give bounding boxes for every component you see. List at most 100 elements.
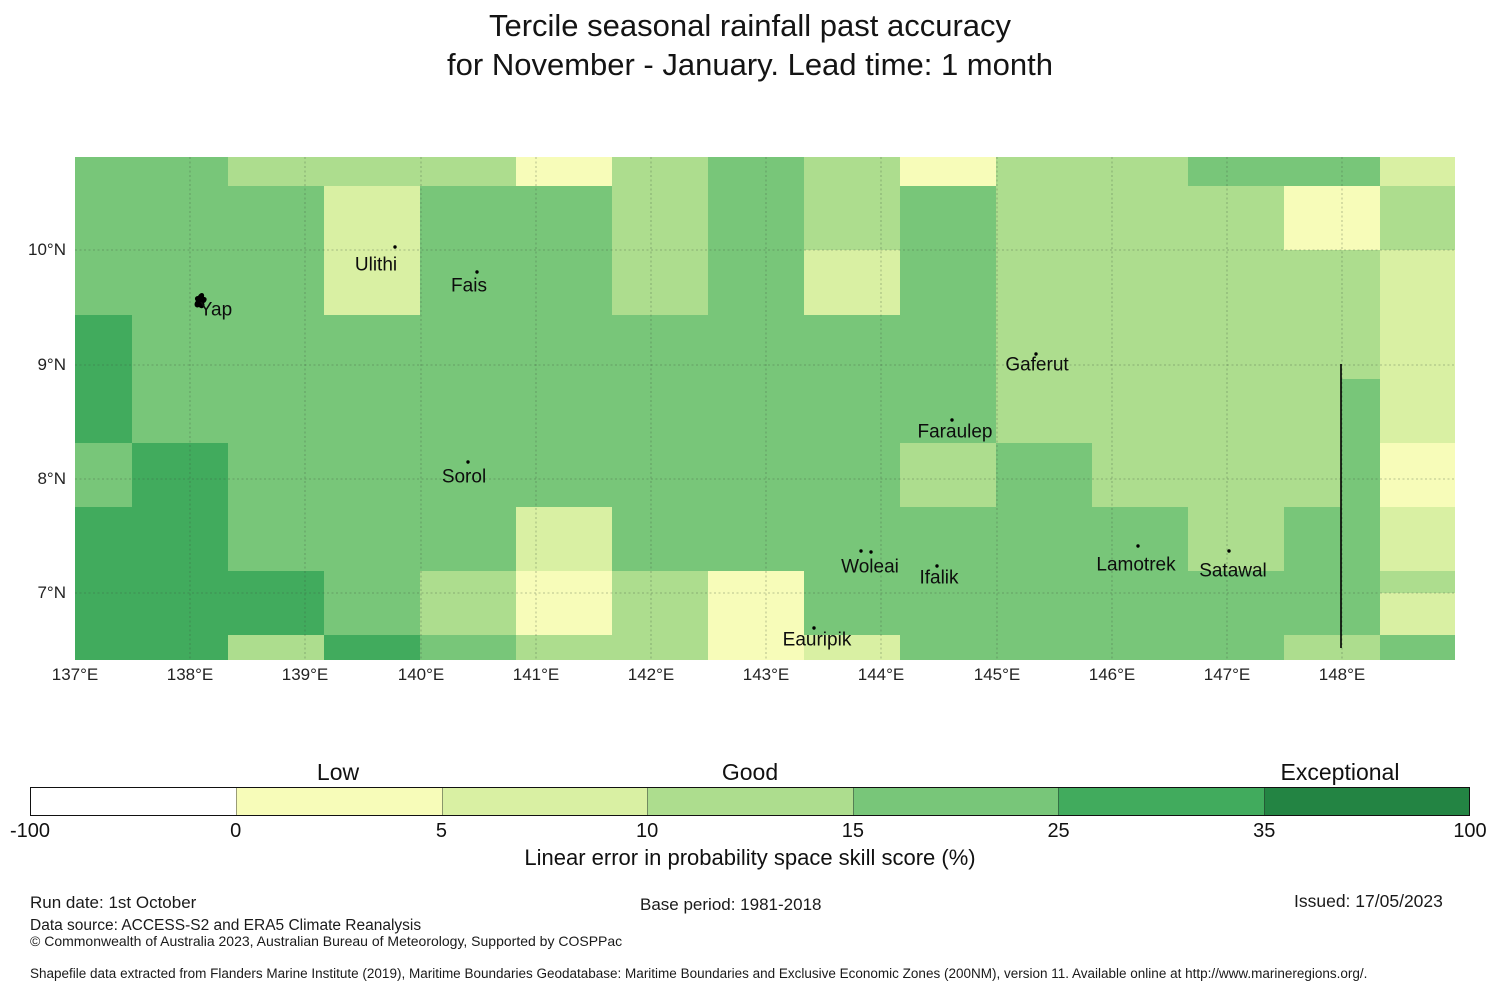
- island-label: Woleai: [841, 557, 899, 578]
- map-cell: [900, 443, 996, 507]
- map-cell: [516, 635, 612, 660]
- map-cell: [804, 315, 900, 379]
- colorbar-category-label: Low: [316, 759, 360, 785]
- colorbar-segment: [236, 788, 442, 815]
- map-cell: [1188, 186, 1284, 250]
- map-cell: [1284, 571, 1380, 635]
- map-cell: [228, 571, 324, 635]
- map-cell: [900, 186, 996, 250]
- map-cell: [612, 635, 708, 660]
- map-cell: [75, 571, 132, 635]
- map-cell: [75, 379, 132, 443]
- run-date-text: Run date: 1st October: [30, 893, 197, 912]
- map-cell: [900, 379, 996, 443]
- map-cell: [804, 157, 900, 186]
- map-cell: [804, 571, 900, 635]
- map-cell: [324, 379, 420, 443]
- map-cell: [516, 157, 612, 186]
- map-cell: [708, 315, 804, 379]
- map-cell: [420, 315, 516, 379]
- map-cell: [996, 443, 1092, 507]
- island-dot: [466, 460, 470, 464]
- map-cell: [1188, 379, 1284, 443]
- map-cell: [420, 250, 516, 315]
- map-cell: [1092, 507, 1188, 571]
- map-cell: [900, 157, 996, 186]
- map-cell: [996, 186, 1092, 250]
- map-cell: [708, 186, 804, 250]
- colorbar-category-label: Good: [721, 759, 779, 785]
- map-cell: [420, 507, 516, 571]
- island-label: Faraulep: [918, 422, 993, 443]
- map-cell: [708, 379, 804, 443]
- island-label: Lamotrek: [1096, 555, 1176, 576]
- island-dot: [1136, 544, 1140, 548]
- map-cell: [1284, 250, 1380, 315]
- map-cell: [420, 443, 516, 507]
- map-cell: [324, 443, 420, 507]
- colorbar-segment: [647, 788, 853, 815]
- map-cell: [75, 315, 132, 379]
- island-label: Eauripik: [783, 630, 852, 651]
- map-cell: [516, 379, 612, 443]
- shapefile-attribution-text: Shapefile data extracted from Flanders M…: [30, 966, 1368, 981]
- map-cell: [708, 443, 804, 507]
- map-cell: [75, 157, 132, 186]
- map-cell: [900, 571, 996, 635]
- island-label: Fais: [451, 276, 487, 297]
- map-cell: [612, 507, 708, 571]
- map-cell: [516, 571, 612, 635]
- colorbar-segment: [1058, 788, 1264, 815]
- map-cell: [324, 315, 420, 379]
- map-cell: [612, 186, 708, 250]
- map-cell: [324, 571, 420, 635]
- data-source-text: Data source: ACCESS-S2 and ERA5 Climate …: [30, 917, 422, 934]
- x-tick-label: 148°E: [1318, 665, 1366, 684]
- colorbar-segment: [1263, 788, 1469, 815]
- x-tick-label: 137°E: [51, 665, 99, 684]
- map-cell: [612, 379, 708, 443]
- map-cell: [804, 443, 900, 507]
- map-cell: [804, 379, 900, 443]
- map-cell: [75, 635, 132, 660]
- map-cell: [228, 443, 324, 507]
- map-cell: [228, 507, 324, 571]
- map-cell: [1284, 186, 1380, 250]
- island-dot: [475, 270, 479, 274]
- map-cell: [132, 250, 228, 315]
- map-cell: [708, 635, 804, 660]
- x-tick-label: 138°E: [166, 665, 214, 684]
- colorbar-tick-label: 0: [230, 820, 242, 842]
- skill-heatmap: Yap Ulithi Fais Sorol Gaferut Faraulep Woleai I…: [75, 157, 1455, 660]
- island-dot: [393, 245, 397, 249]
- map-cell: [1380, 250, 1455, 315]
- map-cell: [132, 443, 228, 507]
- map-cell: [804, 507, 900, 571]
- colorbar-segment: [441, 788, 648, 815]
- map-cell: [324, 250, 420, 315]
- map-cell: [1188, 635, 1284, 660]
- map-cell: [1188, 571, 1284, 635]
- island-dot: [812, 626, 816, 630]
- map-cell: [804, 250, 900, 315]
- map-cell: [708, 250, 804, 315]
- map-cell: [804, 635, 900, 660]
- map-cell-override: [1380, 571, 1455, 593]
- x-tick-label: 143°E: [742, 665, 790, 684]
- x-tick-label: 140°E: [397, 665, 445, 684]
- map-cell-override: [1341, 379, 1380, 507]
- map-cell: [1092, 443, 1188, 507]
- issued-date-text: Issued: 17/05/2023: [1294, 891, 1443, 911]
- map-cell: [132, 379, 228, 443]
- map-cell: [612, 157, 708, 186]
- map-cell: [75, 250, 132, 315]
- map-cell: [900, 507, 996, 571]
- map-cell: [612, 571, 708, 635]
- map-cell: [996, 571, 1092, 635]
- yap-island-shape: [194, 293, 207, 309]
- map-cell: [1380, 186, 1455, 250]
- map-cell: [132, 507, 228, 571]
- map-cell: [228, 157, 324, 186]
- island-label: Ifalik: [919, 568, 959, 589]
- island-label: Satawal: [1199, 561, 1267, 582]
